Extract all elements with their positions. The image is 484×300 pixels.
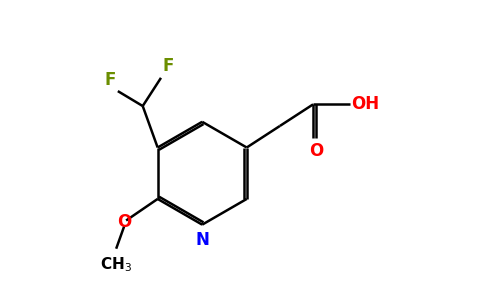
Text: N: N xyxy=(195,231,209,249)
Text: OH: OH xyxy=(351,95,379,113)
Text: F: F xyxy=(105,71,116,89)
Text: F: F xyxy=(163,57,174,75)
Text: CH$_3$: CH$_3$ xyxy=(100,255,132,274)
Text: O: O xyxy=(117,213,132,231)
Text: O: O xyxy=(309,142,323,160)
